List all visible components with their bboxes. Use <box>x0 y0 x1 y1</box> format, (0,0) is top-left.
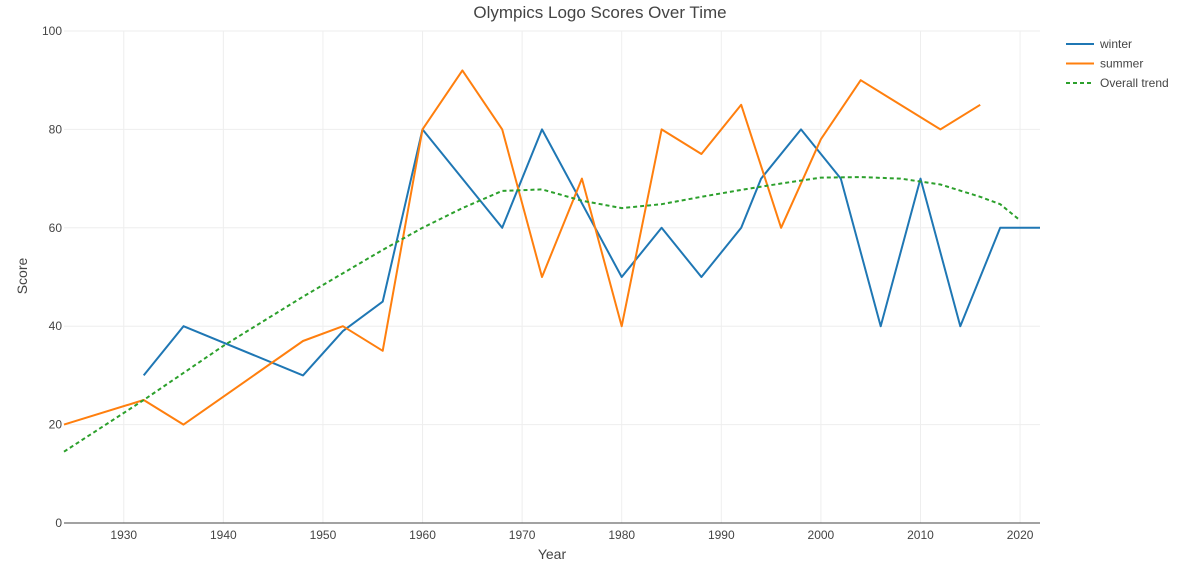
x-tick-label: 1960 <box>409 528 436 542</box>
y-tick-label: 100 <box>42 24 62 38</box>
x-tick-label: 2010 <box>907 528 934 542</box>
legend-item-winter[interactable]: winter <box>1066 37 1132 51</box>
legend-label: Overall trend <box>1100 76 1169 90</box>
series-line-winter[interactable] <box>142 128 1040 377</box>
x-tick-label: 2000 <box>808 528 835 542</box>
y-axis-title: Score <box>14 258 30 295</box>
y-tick-label: 60 <box>49 221 63 235</box>
legend-label: summer <box>1100 57 1143 71</box>
x-tick-label: 2020 <box>1007 528 1034 542</box>
x-tick-label: 1970 <box>509 528 536 542</box>
y-tick-label: 0 <box>55 516 62 530</box>
legend-label: winter <box>1099 37 1132 51</box>
series-line-overall-trend[interactable] <box>63 176 1021 453</box>
x-axis-ticks: 1930 1940 1950 1960 1970 1980 1990 2000 2010 2020 <box>110 528 1033 542</box>
chart-title: Olympics Logo Scores Over Time <box>473 3 726 22</box>
x-tick-label: 1930 <box>110 528 137 542</box>
y-axis-ticks: 0 20 40 60 80 100 <box>42 24 62 530</box>
x-axis-title: Year <box>538 546 567 562</box>
legend[interactable]: winter summer Overall trend <box>1066 37 1169 90</box>
x-tick-label: 1950 <box>310 528 337 542</box>
y-tick-label: 40 <box>49 319 63 333</box>
y-tick-label: 80 <box>49 122 63 136</box>
legend-item-summer[interactable]: summer <box>1066 57 1143 71</box>
y-tick-label: 20 <box>49 418 63 432</box>
series-line-summer[interactable] <box>63 69 981 426</box>
plot-area <box>63 69 1040 453</box>
x-tick-label: 1990 <box>708 528 735 542</box>
x-tick-label: 1980 <box>608 528 635 542</box>
x-tick-label: 1940 <box>210 528 237 542</box>
legend-item-overall-trend[interactable]: Overall trend <box>1066 76 1169 90</box>
